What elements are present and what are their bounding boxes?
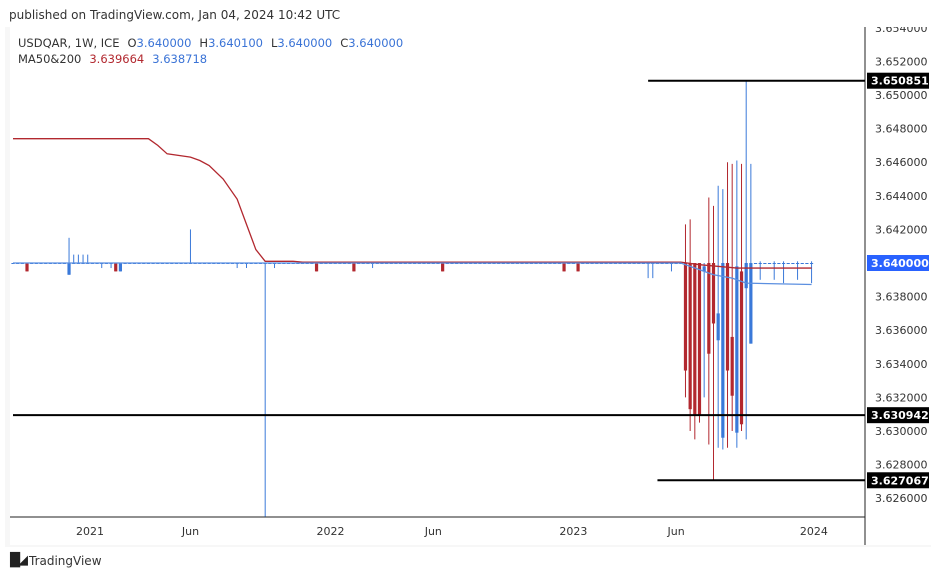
price-line-label-bg xyxy=(867,72,929,89)
candle-body xyxy=(721,263,725,438)
legend-ma50: 3.639664 xyxy=(89,52,145,66)
y-tick-label: 3.652000 xyxy=(875,55,928,68)
legend-open: 3.640000 xyxy=(136,36,192,50)
candles xyxy=(11,80,814,517)
candle-body xyxy=(767,263,772,264)
candle-body xyxy=(25,263,29,272)
tradingview-logo[interactable]: █◢ TradingView xyxy=(10,553,102,568)
y-tick-label: 3.638000 xyxy=(875,291,928,304)
legend-open-label: O xyxy=(127,36,137,50)
time-axis xyxy=(10,517,865,545)
ma200-line xyxy=(13,262,812,286)
y-tick-label: 3.654000 xyxy=(875,27,928,35)
y-tick-label: 3.626000 xyxy=(875,492,928,505)
candle-body xyxy=(716,313,720,341)
y-tick-label: 3.642000 xyxy=(875,223,928,236)
price-chart[interactable]: 3.654000 3.652000 3.650000 3.648000 3.646000… xyxy=(10,27,931,547)
brand-label: TradingView xyxy=(29,553,102,568)
x-tick-label: 2024 xyxy=(800,525,828,538)
candle-body xyxy=(763,263,767,264)
candle-body xyxy=(786,263,790,264)
candle-body xyxy=(725,263,730,371)
current-price-label: 3.640000 xyxy=(871,257,929,270)
candle-body xyxy=(697,263,702,416)
price-line-label-bg xyxy=(867,472,929,489)
candle-body xyxy=(707,263,711,354)
y-tick-label: 3.628000 xyxy=(875,459,928,472)
y-tick-label: 3.644000 xyxy=(875,190,928,203)
current-price-label-bg xyxy=(867,255,929,271)
x-tick-label: 2023 xyxy=(559,525,587,538)
x-tick-label: 2021 xyxy=(76,525,104,538)
candle-body xyxy=(809,263,814,264)
candle-body xyxy=(758,263,762,264)
candle-body xyxy=(576,263,580,272)
legend-ma200: 3.638718 xyxy=(152,52,208,66)
candle-body xyxy=(749,263,753,344)
candle-body xyxy=(795,263,800,264)
candle-body xyxy=(702,266,706,272)
price-axis xyxy=(865,27,931,545)
price-line-label: 3.650851 xyxy=(871,75,929,88)
candle-body xyxy=(683,263,688,371)
candle-body xyxy=(735,266,739,433)
candle-body xyxy=(800,263,804,264)
candle-body xyxy=(730,336,734,396)
candle-body xyxy=(711,263,716,324)
y-tick-label: 3.636000 xyxy=(875,324,928,337)
legend-high: 3.640100 xyxy=(208,36,263,50)
published-caption: published on TradingView.com, Jan 04, 20… xyxy=(9,8,341,22)
candle-body xyxy=(118,263,123,272)
legend-high-label: H xyxy=(199,36,209,50)
candle-body xyxy=(781,263,786,264)
legend-low: 3.640000 xyxy=(277,36,333,50)
candle-body xyxy=(805,263,809,264)
candle-body xyxy=(791,263,795,264)
candle-body xyxy=(441,263,445,272)
price-line-label-bg xyxy=(867,407,929,424)
legend-low-label: L xyxy=(270,36,278,50)
x-tick-label: Jun xyxy=(181,525,199,538)
candle-body xyxy=(114,263,118,272)
chart-legend: USDQAR, 1W, ICE O3.640000 H3.640100 L3.6400… xyxy=(18,35,411,67)
legend-ma-label: MA50&200 xyxy=(18,52,82,66)
y-tick-label: 3.632000 xyxy=(875,391,928,404)
price-line-label: 3.627067 xyxy=(871,474,929,487)
candle-body xyxy=(314,263,319,272)
y-tick-label: 3.650000 xyxy=(875,89,928,102)
candle-body xyxy=(772,263,776,264)
y-tick-label: 3.634000 xyxy=(875,358,928,371)
ma50-line xyxy=(13,138,812,269)
legend-close: 3.640000 xyxy=(348,36,404,50)
candle-body xyxy=(777,263,781,264)
candle-body xyxy=(739,271,744,425)
candle-body xyxy=(693,263,697,416)
legend-close-label: C xyxy=(340,36,349,50)
y-tick-label: 3.646000 xyxy=(875,156,928,169)
candle-body xyxy=(67,263,71,275)
candle-body xyxy=(753,263,758,264)
tradingview-logo-icon: █◢ xyxy=(10,553,28,568)
candle-body xyxy=(352,263,356,272)
candle-body xyxy=(688,263,692,410)
price-line-label: 3.630942 xyxy=(871,409,929,422)
x-tick-label: Jun xyxy=(667,525,685,538)
legend-symbol: USDQAR, 1W, ICE xyxy=(18,36,120,50)
candle-body xyxy=(744,263,748,289)
x-tick-label: Jun xyxy=(424,525,442,538)
candle-body xyxy=(562,263,566,272)
x-tick-label: 2022 xyxy=(317,525,345,538)
y-tick-label: 3.648000 xyxy=(875,123,928,136)
y-tick-label: 3.630000 xyxy=(875,425,928,438)
